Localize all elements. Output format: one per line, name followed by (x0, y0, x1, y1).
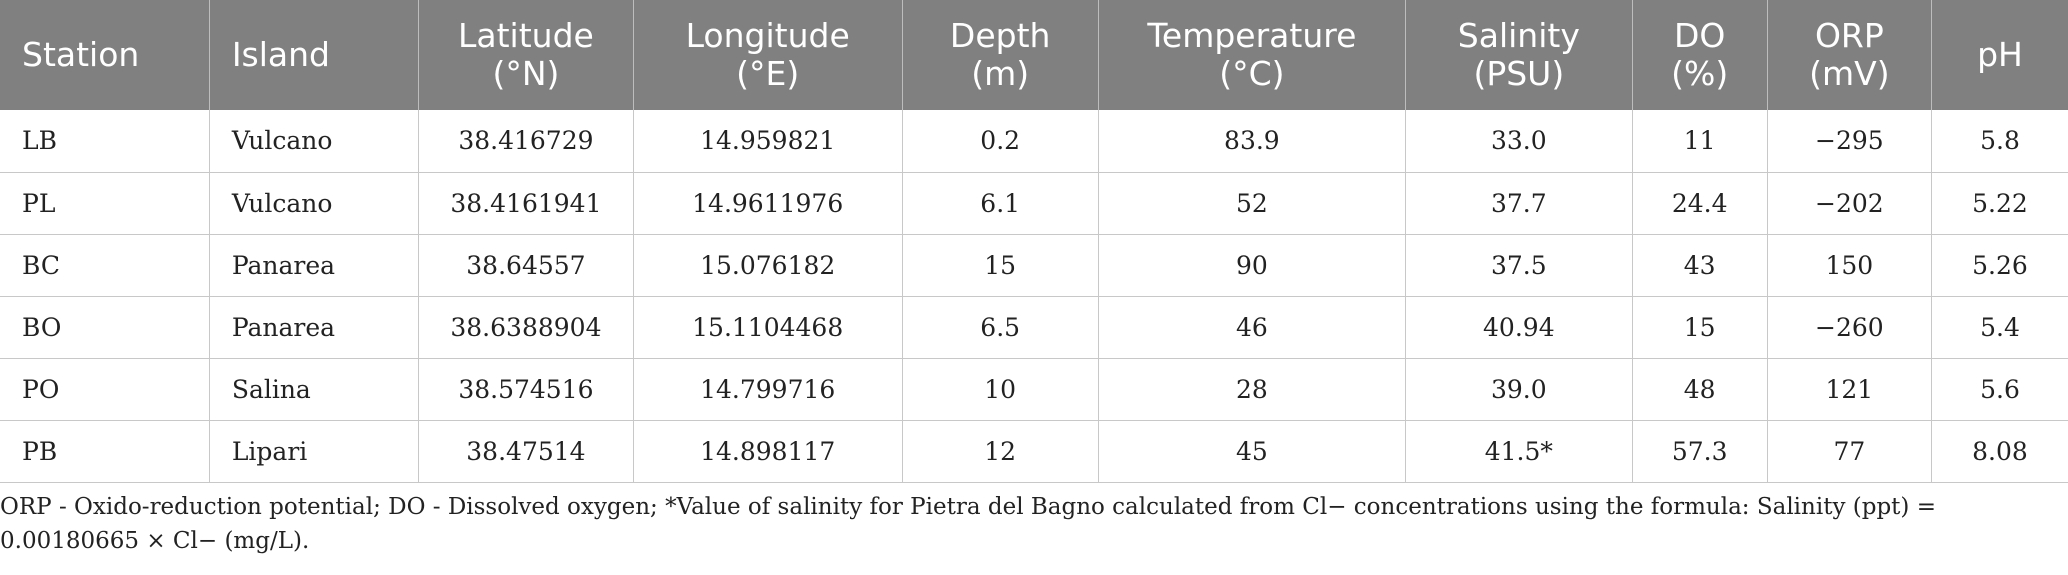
column-header: Depth (m) (902, 0, 1099, 110)
table-row: PL Vulcano 38.4161941 14.9611976 6.1 52 37.7 24… (0, 172, 2068, 235)
table-cell: 14.799716 (633, 358, 903, 421)
table-cell: 38.416729 (418, 110, 634, 173)
column-header: Latitude (°N) (418, 0, 634, 110)
table-cell: 15.1104468 (633, 296, 903, 359)
table-row: PO Salina 38.574516 14.799716 10 28 39.0 48 121 5… (0, 358, 2068, 421)
column-header-title: DO (1673, 16, 1726, 55)
table-cell: BC (0, 234, 210, 297)
table-cell: 38.6388904 (418, 296, 634, 359)
table-cell: 38.4161941 (418, 172, 634, 235)
column-header: DO (%) (1632, 0, 1768, 110)
data-table-container: Station Island Latitude (°N) Longitude (°E) De… (0, 0, 2068, 483)
table-cell: 45 (1098, 420, 1407, 483)
table-cell: 38.47514 (418, 420, 634, 483)
table-cell: 52 (1098, 172, 1407, 235)
table-cell: PB (0, 420, 210, 483)
column-header-title: Salinity (1457, 16, 1580, 55)
table-cell: 39.0 (1405, 358, 1633, 421)
table-cell: 83.9 (1098, 110, 1407, 173)
table-cell: 46 (1098, 296, 1407, 359)
column-header-title: pH (1977, 35, 2023, 74)
table-cell: 150 (1767, 234, 1932, 297)
table-cell: 43 (1632, 234, 1768, 297)
table-cell: 37.5 (1405, 234, 1633, 297)
table-cell: 33.0 (1405, 110, 1633, 173)
table-cell: 5.26 (1931, 234, 2068, 297)
table-cell: 11 (1632, 110, 1768, 173)
table-cell: PL (0, 172, 210, 235)
table-header: Station Island Latitude (°N) Longitude (°E) De… (0, 0, 2068, 110)
column-header-title: ORP (1814, 16, 1884, 55)
table-cell: 14.959821 (633, 110, 903, 173)
table-cell: 6.5 (902, 296, 1099, 359)
column-header: Temperature (°C) (1098, 0, 1407, 110)
column-header: pH (1931, 0, 2068, 110)
column-header-title: Depth (949, 16, 1051, 55)
table-cell: 15 (1632, 296, 1768, 359)
column-header-title: Station (22, 35, 140, 74)
table-cell: 6.1 (902, 172, 1099, 235)
table-cell: 48 (1632, 358, 1768, 421)
table-cell: 15.076182 (633, 234, 903, 297)
table-cell: 41.5* (1405, 420, 1633, 483)
table-row: BC Panarea 38.64557 15.076182 15 90 37.5 43 150 5… (0, 234, 2068, 297)
table-cell: 0.2 (902, 110, 1099, 173)
table-cell: 90 (1098, 234, 1407, 297)
table-cell: 14.898117 (633, 420, 903, 483)
table-body: LB Vulcano 38.416729 14.959821 0.2 83.9 33.0 11… (0, 110, 2068, 483)
table-cell: 28 (1098, 358, 1407, 421)
table-cell: 15 (902, 234, 1099, 297)
column-header: Salinity (PSU) (1405, 0, 1633, 110)
table-cell: Vulcano (209, 110, 420, 173)
table-cell: 40.94 (1405, 296, 1633, 359)
table-cell: PO (0, 358, 210, 421)
table-cell: 10 (902, 358, 1099, 421)
table-footnote: ORP - Oxido-reduction potential; DO - Di… (0, 494, 1936, 554)
table-row: LB Vulcano 38.416729 14.959821 0.2 83.9 33.0 11… (0, 110, 2068, 173)
column-header: Station (0, 0, 210, 110)
table-cell: 77 (1767, 420, 1932, 483)
table-cell: 38.574516 (418, 358, 634, 421)
table-cell: 5.4 (1931, 296, 2068, 359)
column-header-title: Latitude (458, 16, 594, 55)
column-header-unit: (%) (1671, 54, 1729, 93)
table-cell: 57.3 (1632, 420, 1768, 483)
column-header-unit: (m) (971, 54, 1030, 93)
table-cell: 12 (902, 420, 1099, 483)
table-cell: Vulcano (209, 172, 420, 235)
table-cell: −260 (1767, 296, 1932, 359)
table-row: BO Panarea 38.6388904 15.1104468 6.5 46 40.94 1… (0, 296, 2068, 359)
table-cell: Panarea (209, 296, 420, 359)
table-cell: 5.8 (1931, 110, 2068, 173)
column-header-title: Island (231, 35, 330, 74)
header-row: Station Island Latitude (°N) Longitude (°E) De… (0, 0, 2068, 110)
table-cell: LB (0, 110, 210, 173)
column-header-unit: (PSU) (1473, 54, 1565, 93)
table-cell: 38.64557 (418, 234, 634, 297)
table-cell: −295 (1767, 110, 1932, 173)
column-header-unit: (°N) (492, 54, 560, 93)
table-cell: 24.4 (1632, 172, 1768, 235)
station-parameters-table: Station Island Latitude (°N) Longitude (°E) De… (0, 0, 2068, 483)
column-header-title: Longitude (685, 16, 850, 55)
table-cell: Panarea (209, 234, 420, 297)
table-cell: 37.7 (1405, 172, 1633, 235)
table-cell: 14.9611976 (633, 172, 903, 235)
table-cell: 5.6 (1931, 358, 2068, 421)
table-cell: Salina (209, 358, 420, 421)
table-cell: 121 (1767, 358, 1932, 421)
table-row: PB Lipari 38.47514 14.898117 12 45 41.5* 57.3 77… (0, 420, 2068, 483)
table-cell: −202 (1767, 172, 1932, 235)
table-cell: 8.08 (1931, 420, 2068, 483)
column-header-unit: (°E) (736, 54, 800, 93)
table-cell: 5.22 (1931, 172, 2068, 235)
column-header: Island (209, 0, 420, 110)
column-header: ORP (mV) (1767, 0, 1932, 110)
column-header-unit: (mV) (1809, 54, 1890, 93)
table-cell: Lipari (209, 420, 420, 483)
column-header-title: Temperature (1147, 16, 1357, 55)
table-cell: BO (0, 296, 210, 359)
column-header-unit: (°C) (1219, 54, 1285, 93)
column-header: Longitude (°E) (633, 0, 903, 110)
